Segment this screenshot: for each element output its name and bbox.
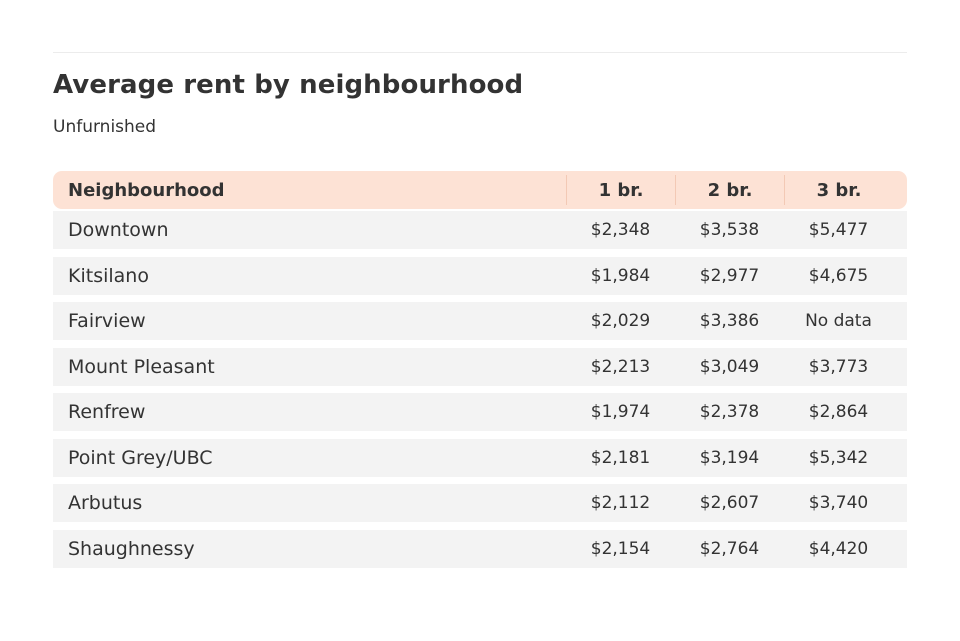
cell-2br: $2,977 bbox=[699, 265, 760, 286]
cell-1br: $2,213 bbox=[590, 356, 651, 377]
table-row: Point Grey/UBC $2,181 $3,194 $5,342 bbox=[53, 438, 907, 477]
cell-1br: $2,029 bbox=[590, 311, 651, 331]
cell-1br: $2,154 bbox=[590, 538, 651, 559]
column-header-3br: 3 br. bbox=[784, 175, 893, 205]
cell-3br: $5,477 bbox=[808, 220, 869, 240]
chart-title: Average rent by neighbourhood bbox=[53, 70, 524, 100]
table-row: Kitsilano $1,984 $2,977 $4,675 bbox=[53, 256, 907, 295]
cell-neighbourhood: Shaughnessy bbox=[68, 537, 195, 560]
cell-neighbourhood: Mount Pleasant bbox=[68, 355, 215, 378]
table-row: Mount Pleasant $2,213 $3,049 $3,773 bbox=[53, 347, 907, 386]
cell-2br: $2,378 bbox=[699, 402, 760, 422]
table-row: Renfrew $1,974 $2,378 $2,864 bbox=[53, 393, 907, 431]
cell-2br: $2,607 bbox=[699, 493, 760, 513]
cell-neighbourhood: Downtown bbox=[68, 219, 169, 241]
cell-1br: $1,974 bbox=[590, 402, 651, 422]
cell-neighbourhood: Arbutus bbox=[68, 492, 143, 514]
cell-2br: $3,386 bbox=[699, 311, 760, 331]
chart-subtitle: Unfurnished bbox=[53, 117, 157, 137]
cell-3br: No data bbox=[805, 311, 872, 331]
cell-3br: $4,420 bbox=[808, 538, 869, 559]
cell-3br: $4,675 bbox=[808, 265, 869, 286]
top-divider bbox=[53, 52, 907, 53]
table-row: Fairview $2,029 $3,386 No data bbox=[53, 302, 907, 340]
cell-neighbourhood: Point Grey/UBC bbox=[68, 446, 213, 469]
cell-3br: $3,740 bbox=[808, 493, 869, 513]
table-row: Shaughnessy $2,154 $2,764 $4,420 bbox=[53, 529, 907, 568]
cell-2br: $3,194 bbox=[699, 447, 760, 468]
cell-1br: $2,348 bbox=[590, 220, 651, 240]
table-row: Arbutus $2,112 $2,607 $3,740 bbox=[53, 484, 907, 522]
table-row: Downtown $2,348 $3,538 $5,477 bbox=[53, 211, 907, 249]
cell-1br: $2,181 bbox=[590, 447, 651, 468]
rent-table: Neighbourhood 1 br. 2 br. 3 br. Downtown… bbox=[53, 171, 907, 575]
cell-3br: $3,773 bbox=[808, 356, 869, 377]
column-header-1br: 1 br. bbox=[566, 175, 675, 205]
cell-3br: $2,864 bbox=[808, 402, 869, 422]
cell-1br: $1,984 bbox=[590, 265, 651, 286]
column-header-neighbourhood: Neighbourhood bbox=[68, 179, 225, 201]
cell-neighbourhood: Renfrew bbox=[68, 401, 146, 423]
cell-2br: $3,538 bbox=[699, 220, 760, 240]
cell-neighbourhood: Fairview bbox=[68, 310, 146, 332]
table-header-row: Neighbourhood 1 br. 2 br. 3 br. bbox=[53, 171, 907, 209]
cell-neighbourhood: Kitsilano bbox=[68, 264, 149, 287]
cell-2br: $2,764 bbox=[699, 538, 760, 559]
table-body: Downtown $2,348 $3,538 $5,477 Kitsilano $1,98… bbox=[53, 211, 907, 568]
cell-2br: $3,049 bbox=[699, 356, 760, 377]
cell-1br: $2,112 bbox=[590, 493, 651, 513]
column-header-2br: 2 br. bbox=[675, 175, 784, 205]
cell-3br: $5,342 bbox=[808, 447, 869, 468]
